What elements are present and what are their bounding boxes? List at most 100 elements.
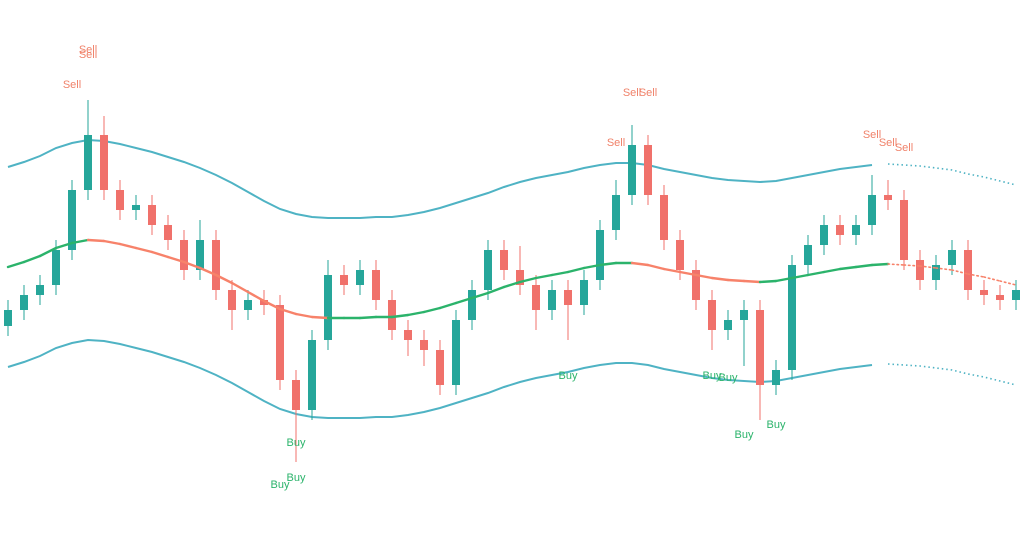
basis-segment bbox=[534, 273, 554, 280]
candle-body bbox=[388, 300, 396, 330]
candle-body bbox=[596, 230, 604, 280]
signal-label: Sell bbox=[623, 87, 641, 99]
candle-body bbox=[356, 270, 364, 285]
basis-segment bbox=[86, 238, 106, 243]
candle-body bbox=[4, 310, 12, 326]
basis-segment bbox=[358, 315, 378, 320]
candle-body bbox=[452, 320, 460, 385]
basis-segment bbox=[294, 312, 314, 319]
basis-segment bbox=[518, 276, 538, 284]
candle-body bbox=[324, 275, 332, 340]
basis-segment bbox=[999, 280, 1017, 286]
candle-body bbox=[100, 135, 108, 190]
basis-segment bbox=[550, 270, 570, 277]
candle-body bbox=[676, 240, 684, 270]
candle-body bbox=[772, 370, 780, 385]
candle-body bbox=[532, 285, 540, 310]
basis-segment bbox=[198, 266, 218, 277]
basis-segment bbox=[278, 307, 298, 316]
basis-segment bbox=[246, 290, 266, 303]
candle-body bbox=[612, 195, 620, 230]
basis-segment bbox=[166, 255, 186, 264]
basis-segment bbox=[967, 273, 985, 278]
candle-body bbox=[740, 310, 748, 320]
signal-label: Buy bbox=[767, 419, 786, 431]
basis-segment bbox=[214, 273, 234, 285]
candle-body bbox=[868, 195, 876, 225]
signal-label: Sell bbox=[63, 79, 81, 91]
candle-body bbox=[916, 260, 924, 280]
basis-segment bbox=[54, 241, 74, 250]
candle-body bbox=[372, 270, 380, 300]
candle-body bbox=[228, 290, 236, 310]
signal-label: Sell bbox=[639, 87, 657, 99]
candle-body bbox=[964, 250, 972, 290]
basis-segment bbox=[774, 276, 794, 283]
basis-segment bbox=[903, 264, 921, 267]
signal-label: Buy bbox=[735, 429, 754, 441]
basis-segment bbox=[919, 265, 937, 269]
candle-body bbox=[180, 240, 188, 270]
candle-body bbox=[1012, 290, 1020, 300]
candle-body bbox=[692, 270, 700, 300]
basis-segment bbox=[486, 285, 506, 295]
basis-segment bbox=[726, 278, 746, 283]
basis-segment bbox=[454, 296, 474, 305]
basis-segment bbox=[887, 263, 905, 266]
basis-segment bbox=[630, 261, 650, 267]
basis-segment bbox=[102, 239, 122, 246]
candle-body bbox=[68, 190, 76, 250]
signal-label: Sell bbox=[863, 129, 881, 141]
signal-label: Buy bbox=[559, 370, 578, 382]
candle-body bbox=[148, 205, 156, 225]
basis-segment bbox=[951, 269, 969, 275]
basis-segment bbox=[310, 315, 330, 320]
candle-body bbox=[20, 295, 28, 310]
candle-body bbox=[708, 300, 716, 330]
signal-label: Sell bbox=[607, 137, 625, 149]
candle-body bbox=[116, 190, 124, 210]
candle-body bbox=[244, 300, 252, 310]
signal-label: Buy bbox=[287, 472, 306, 484]
candle-body bbox=[260, 300, 268, 305]
basis-segment bbox=[854, 263, 874, 269]
candle-body bbox=[580, 280, 588, 305]
signal-label: Buy bbox=[719, 372, 738, 384]
basis-segment bbox=[390, 313, 410, 319]
basis-segment bbox=[502, 280, 522, 289]
signal-label: Sell bbox=[895, 142, 913, 154]
basis-segment bbox=[678, 270, 698, 277]
basis-segment bbox=[470, 291, 490, 300]
candle-body bbox=[980, 290, 988, 295]
candle-body bbox=[84, 135, 92, 190]
candle-body bbox=[996, 295, 1004, 300]
candle-body bbox=[292, 380, 300, 410]
candle-body bbox=[164, 225, 172, 240]
candle-body bbox=[836, 225, 844, 235]
candle-body bbox=[516, 270, 524, 285]
candle-body bbox=[52, 250, 60, 285]
candle-body bbox=[948, 250, 956, 265]
basis-segment bbox=[38, 246, 58, 258]
basis-segment bbox=[262, 299, 282, 311]
candle-body bbox=[932, 265, 940, 280]
candle-body bbox=[852, 225, 860, 235]
candle-body bbox=[900, 200, 908, 260]
band-line bbox=[7, 338, 873, 419]
basis-segment bbox=[806, 270, 826, 277]
candle-body bbox=[404, 330, 412, 340]
candle-body bbox=[436, 350, 444, 385]
candle-body bbox=[884, 195, 892, 200]
basis-segment bbox=[118, 242, 138, 250]
candle-body bbox=[644, 145, 652, 195]
candle-body bbox=[724, 320, 732, 330]
candle-body bbox=[276, 305, 284, 380]
basis-segment bbox=[70, 238, 90, 245]
signal-label: Buy bbox=[271, 479, 290, 491]
signal-label: Sell bbox=[79, 49, 97, 61]
basis-segment bbox=[438, 301, 458, 310]
candle-body bbox=[500, 250, 508, 270]
basis-segment bbox=[710, 276, 730, 282]
